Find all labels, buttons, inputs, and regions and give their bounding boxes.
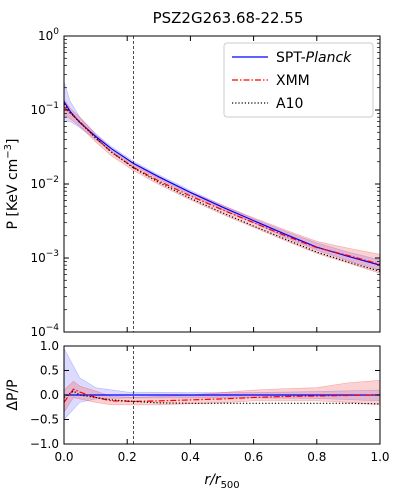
top-y-tick-label: 10−3: [30, 249, 59, 265]
top-y-axis-label: P [KeV cm−3]: [3, 138, 21, 229]
x-tick-label: 0.2: [118, 450, 137, 464]
top-y-tick-label: 10−1: [30, 101, 59, 117]
top-y-tick-label: 10−4: [30, 323, 59, 339]
chart-title: PSZ2G263.68-22.55: [153, 9, 304, 27]
x-axis-label-subscript: 500: [221, 480, 240, 491]
top-panel: 10−4 10−3 10−2 10−1 100 P [KeV cm−3] SPT-Pla…: [3, 27, 381, 339]
bottom-band-spt-planck: [64, 348, 380, 420]
x-tick-label: 0.6: [244, 450, 263, 464]
top-y-tick-label: 100: [38, 27, 59, 43]
legend-box: [223, 42, 374, 118]
x-tick-label: 0.4: [181, 450, 200, 464]
bottom-y-tick-label: 1.0: [40, 339, 59, 353]
top-line-a10: [64, 103, 380, 272]
legend-label-xmm: XMM: [276, 73, 310, 89]
bottom-y-tick-label: −0.5: [30, 413, 59, 427]
bottom-y-tick-label: 0.5: [40, 364, 59, 378]
top-line-xmm: [64, 106, 380, 265]
bottom-bands: [64, 348, 380, 420]
x-tick-label: 1.0: [370, 450, 389, 464]
bottom-y-axis-label: ΔP/P: [5, 379, 21, 410]
top-y-axis-label-close: ]: [5, 138, 21, 143]
legend-label-spt-planck-italic: Planck: [306, 50, 352, 66]
x-axis-label: r/r500: [204, 472, 239, 491]
x-tick-label: 0.8: [307, 450, 326, 464]
bottom-band-xmm: [64, 379, 380, 413]
legend-label-a10: A10: [276, 96, 303, 112]
top-line-spt-planck: [64, 101, 380, 266]
bottom-ticks: 0.0 0.2 0.4 0.6 0.8 1.0 −1.0 −0.5 0.0 0.5 1.0: [30, 339, 390, 464]
bottom-lines: [64, 388, 380, 405]
top-y-tick-label: 10−2: [30, 175, 59, 191]
top-ticks: 10−4 10−3 10−2 10−1 100: [30, 27, 381, 339]
bottom-y-tick-label: −1.0: [30, 437, 59, 451]
top-lines: [64, 101, 380, 272]
legend: SPT-Planck XMM A10: [223, 42, 374, 118]
bottom-panel: 0.0 0.2 0.4 0.6 0.8 1.0 −1.0 −0.5 0.0 0.5 1.0 ΔP/P…: [5, 339, 390, 491]
bottom-y-tick-label: 0.0: [40, 388, 59, 402]
x-tick-label: 0.0: [54, 450, 73, 464]
top-band-xmm: [64, 98, 380, 274]
bottom-line-xmm: [64, 388, 380, 403]
top-y-axis-label-exponent: −3: [3, 144, 14, 159]
legend-label-spt-planck: SPT-Planck: [276, 50, 352, 66]
